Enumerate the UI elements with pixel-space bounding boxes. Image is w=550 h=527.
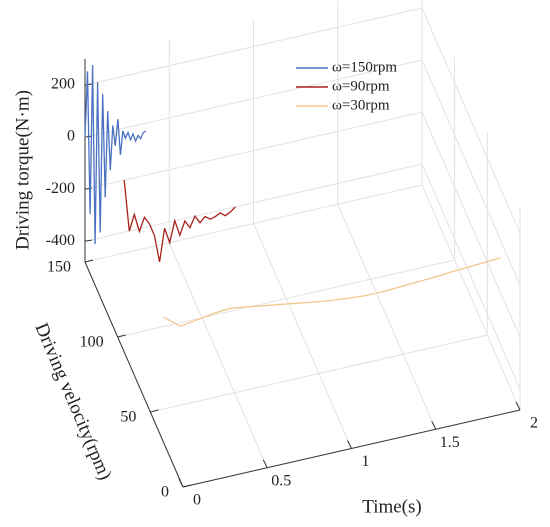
x-tick-label: 0	[193, 492, 201, 509]
grid-line	[421, 7, 521, 234]
series-line	[84, 65, 147, 245]
grid-line	[421, 184, 521, 411]
z-tick-label: 0	[67, 128, 75, 145]
grid-line	[84, 59, 423, 138]
y-tick-label: 100	[80, 334, 104, 351]
grid-line	[150, 334, 488, 413]
grid-line	[168, 242, 268, 468]
grid-line	[253, 223, 352, 449]
z-tick-label: -400	[46, 232, 75, 249]
y-tick-label: 0	[161, 484, 169, 501]
x-tick	[178, 478, 184, 488]
legend-label: ω=150rpm	[332, 59, 397, 75]
grid-line	[84, 111, 423, 190]
legend-label: ω=30rpm	[332, 97, 390, 113]
grid-line	[84, 184, 423, 263]
grid-line	[421, 163, 521, 390]
grid-line	[84, 7, 423, 86]
y-axis	[84, 261, 184, 488]
y-tick-label: 50	[120, 409, 136, 426]
grid-line	[421, 59, 521, 286]
legend-label: ω=90rpm	[332, 78, 390, 94]
grid-line	[421, 111, 521, 338]
y-tick	[182, 484, 192, 488]
z-tick-label: -200	[46, 180, 75, 197]
y-tick	[117, 334, 126, 338]
z-axis-label: Driving torque(N·m)	[12, 90, 33, 250]
x-tick	[515, 401, 521, 411]
x-tick	[431, 421, 437, 430]
grid-line	[337, 204, 437, 430]
z-tick	[84, 83, 93, 86]
x-tick	[347, 440, 352, 449]
x-tick-label: 0.5	[271, 472, 291, 489]
z-tick	[84, 239, 93, 242]
x-tick-label: 2	[530, 415, 538, 432]
grid-line	[117, 259, 455, 338]
x-axis-label: Time(s)	[362, 496, 421, 517]
x-tick-label: 1	[362, 453, 370, 470]
z-tick-label: 200	[51, 76, 75, 93]
y-tick-label: 150	[47, 259, 71, 276]
x-tick	[262, 459, 268, 468]
x-tick-label: 1.5	[440, 434, 460, 451]
y-tick	[84, 259, 94, 263]
series-line	[123, 180, 236, 263]
y-tick	[150, 409, 159, 413]
series-line	[163, 257, 501, 327]
